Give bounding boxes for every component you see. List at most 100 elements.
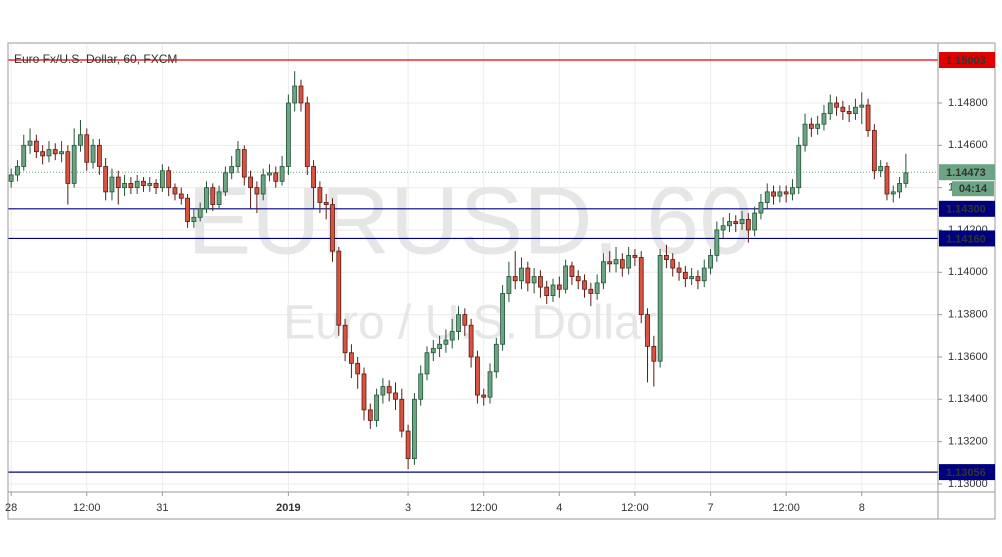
price-labels: 1.15003 1.14300 1.14160 1.13056 1.14473 04:14 (939, 52, 995, 481)
y-tick-label: 1.14600 (948, 139, 988, 151)
candle-body (84, 134, 90, 163)
candle-body (443, 339, 449, 345)
candle-body (21, 144, 27, 167)
candle-body (651, 345, 657, 362)
last-price-box (939, 164, 995, 181)
candle-body (714, 229, 720, 256)
candles (8, 71, 909, 470)
candle-body (424, 352, 430, 375)
candle-body (285, 102, 291, 167)
candle-body (764, 191, 770, 203)
x-tick-label: 8 (859, 502, 865, 514)
candle-body (267, 172, 272, 176)
y-tick-label: 1.13000 (948, 478, 988, 490)
candle-body (745, 218, 751, 231)
candle-body (412, 398, 417, 459)
candle-body (865, 104, 871, 131)
candle-body (897, 183, 902, 193)
candle-body (575, 276, 581, 282)
candle-body (626, 254, 632, 269)
candle-body (115, 176, 121, 189)
candle-body (204, 187, 209, 210)
candle-body (853, 106, 858, 114)
candle-body (90, 144, 96, 163)
candle-body (538, 276, 543, 288)
candle-body (487, 371, 493, 398)
countdown-label: 04:14 (959, 183, 988, 195)
candle-body (216, 191, 222, 205)
candle-body (292, 85, 298, 104)
candle-body (103, 166, 109, 193)
candle-body (752, 212, 758, 231)
frame (7, 42, 996, 520)
candle-body (588, 288, 594, 294)
candle-body (727, 221, 732, 227)
candle-body (884, 166, 890, 195)
candle-body (569, 265, 575, 277)
candle-body (159, 170, 165, 189)
candle-body (834, 102, 839, 108)
candle-body (512, 276, 518, 282)
candle-body (475, 356, 480, 396)
candle-body (78, 134, 83, 146)
candle-body (563, 265, 569, 290)
candle-body (796, 144, 802, 189)
candle-body (311, 166, 316, 189)
candle-body (197, 208, 203, 218)
candle-body (15, 166, 20, 176)
candle-body (462, 314, 468, 326)
candle-body (342, 324, 348, 354)
level-label: 1.14300 (946, 204, 986, 216)
x-tick-label: 12:00 (73, 502, 101, 514)
candle-body (393, 392, 398, 400)
candle-body (493, 343, 499, 373)
candle-body (8, 174, 14, 182)
candle-body (695, 276, 701, 282)
x-tick-label: 12:00 (470, 502, 498, 514)
x-tick-label: 31 (156, 502, 168, 514)
y-tick-label: 1.13400 (948, 393, 988, 405)
level-label-box (939, 230, 995, 247)
candle-body (594, 282, 600, 294)
candle-body (191, 216, 197, 222)
candle-body (708, 254, 713, 269)
x-tick-label: 28 (5, 502, 17, 514)
level-label: 1.14160 (946, 233, 986, 245)
candle-body (279, 166, 285, 182)
y-tick-label: 1.14800 (948, 97, 988, 109)
candle-body (153, 183, 159, 189)
x-tick-label: 12:00 (621, 502, 649, 514)
candle-body (27, 140, 33, 146)
candle-body (664, 254, 669, 261)
candle-body (613, 259, 619, 265)
candle-body (210, 187, 216, 205)
candle-body (808, 123, 814, 129)
countdown-box (952, 181, 994, 197)
candle-body (790, 187, 795, 195)
candle-body (468, 324, 474, 358)
candle-body (418, 373, 424, 400)
candle-body (65, 151, 71, 184)
candle-body (506, 276, 512, 294)
candle-body (52, 149, 58, 155)
candle-body (739, 218, 745, 225)
candle-body (248, 176, 253, 189)
candle-body (141, 180, 146, 186)
candle-body (304, 102, 310, 167)
candle-body (166, 170, 172, 189)
candle-body (172, 187, 178, 195)
x-tick-label: 7 (707, 502, 713, 514)
candle-body (348, 352, 354, 364)
candle-body (582, 280, 587, 290)
candle-body (355, 362, 361, 375)
candle-body (878, 166, 884, 172)
candle-body (481, 394, 487, 398)
candle-body (619, 259, 625, 269)
candle-body (96, 144, 102, 167)
candle-body (33, 140, 39, 153)
candle-body (386, 386, 392, 394)
candle-body (890, 191, 896, 195)
candle-body (645, 314, 650, 347)
